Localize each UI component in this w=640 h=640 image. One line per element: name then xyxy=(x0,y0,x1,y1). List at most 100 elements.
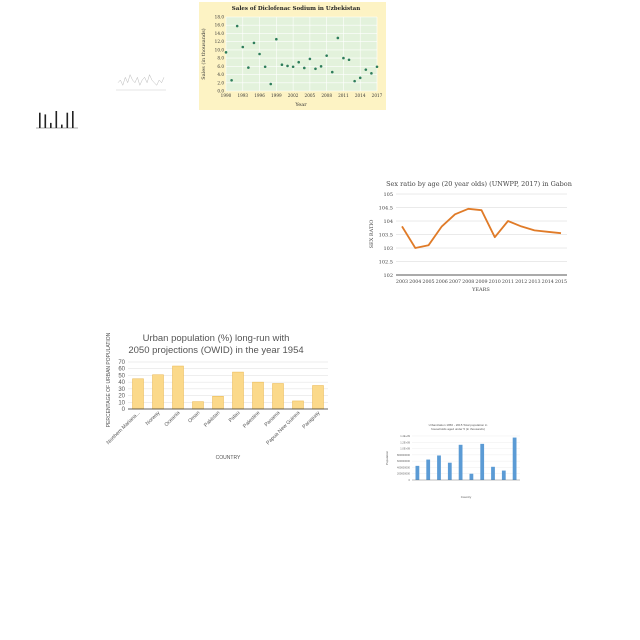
small-bar-y-tick-label: 200000000 xyxy=(397,472,411,476)
sales-point xyxy=(308,57,312,61)
sales-point xyxy=(269,82,273,86)
sales-point xyxy=(347,58,351,62)
urban-y-tick-label: 50 xyxy=(118,373,125,379)
urban-y-tick-label: 30 xyxy=(118,387,125,393)
sales-x-tick-label: 1993 xyxy=(237,93,248,98)
small-bar-y-tick-label: 1.2E+09 xyxy=(400,440,410,444)
sales-x-tick-label: 2011 xyxy=(338,93,349,98)
urban-bar xyxy=(132,378,144,410)
sales-y-tick-label: 2.0 xyxy=(217,80,224,85)
sales-point xyxy=(235,24,239,28)
sales-point xyxy=(258,52,261,56)
sales-y-tick-label: 8.0 xyxy=(217,56,224,61)
urban-bar xyxy=(192,401,204,410)
sexratio-y-ticks: 102 102.5 103 103.5 104 104.5 105 xyxy=(379,192,393,279)
sales-point xyxy=(325,54,328,57)
sexratio-x-tick-label: 2006 xyxy=(436,279,448,285)
urban-bar xyxy=(312,385,324,410)
sales-x-axis-label: Year xyxy=(294,102,307,108)
urban-x-tick-label: Oceania xyxy=(164,410,182,428)
sales-point xyxy=(297,60,301,64)
small-bar-bars xyxy=(415,437,517,480)
urban-y-tick-label: 10 xyxy=(118,400,125,406)
tiny-bar xyxy=(50,122,52,128)
sales-x-tick-label: 2005 xyxy=(305,93,316,98)
sales-point xyxy=(342,56,345,60)
sexratio-x-tick-label: 2009 xyxy=(475,279,487,285)
tiny-line-series xyxy=(117,73,165,87)
sexratio-x-tick-label: 2012 xyxy=(515,279,527,285)
sexratio-chart-title: Sex ratio by age (20 year olds) (UNWPP, … xyxy=(386,180,572,188)
tiny-bar-chart xyxy=(36,111,78,129)
sales-point xyxy=(263,65,267,69)
small-bar-bar xyxy=(415,465,420,480)
small-bar-bar xyxy=(491,466,495,480)
sales-point xyxy=(375,65,379,69)
sales-point xyxy=(286,64,289,68)
urban-y-axis-label: PERCENTAGE OF URBAN POPULATION xyxy=(106,332,112,427)
small-bar-bar xyxy=(469,473,474,480)
small-bar-y-tick-label: 800000000 xyxy=(397,453,411,457)
sales-x-tick-label: 2008 xyxy=(321,93,332,98)
sexratio-y-axis-label: SEX RATIO xyxy=(369,220,375,249)
sexratio-grid xyxy=(396,193,567,276)
small-bar-bar xyxy=(437,455,441,480)
urban-chart-title-line2: 2050 projections (OWID) in the year 1954 xyxy=(128,345,303,356)
sexratio-x-tick-label: 2015 xyxy=(555,279,567,285)
sales-grid xyxy=(225,16,378,92)
sales-y-tick-label: 0.0 xyxy=(217,89,224,94)
sales-y-tick-label: 12.0 xyxy=(215,39,225,44)
sales-y-ticks: 0.0 2.0 4.0 6.0 8.0 10.0 12.0 14.0 16.0 18.0 xyxy=(215,15,225,94)
tiny-bar-bars xyxy=(39,111,74,128)
tiny-bar xyxy=(66,112,69,128)
sexratio-x-tick-label: 2008 xyxy=(462,279,474,285)
sales-y-tick-label: 10.0 xyxy=(215,47,225,52)
sales-point xyxy=(353,79,356,83)
urban-y-tick-label: 40 xyxy=(118,380,125,386)
sales-x-tick-label: 2017 xyxy=(372,93,383,98)
sales-x-tick-label: 1990 xyxy=(221,93,232,98)
sexratio-x-tick-label: 2004 xyxy=(409,279,421,285)
small-bar-bar xyxy=(458,444,463,480)
urban-y-tick-label: 0 xyxy=(122,407,126,413)
sales-point xyxy=(314,67,317,71)
sales-point xyxy=(330,70,334,74)
small-bar-bar xyxy=(512,437,517,480)
sales-scatter-chart: Sales of Diclofenac Sodium in Uzbekistan… xyxy=(199,2,386,110)
small-bar-y-tick-label: 600000000 xyxy=(397,459,411,463)
urban-bar-chart: Urban population (%) long-run with 2050 … xyxy=(106,332,328,461)
small-bar-x-axis-label: Country xyxy=(461,495,472,499)
urban-bar xyxy=(292,400,304,410)
urban-x-tick-label: Paraguay xyxy=(301,410,321,430)
small-bar-bar xyxy=(480,443,485,480)
sexratio-y-tick-label: 103 xyxy=(383,246,393,252)
small-bar-bar xyxy=(426,459,431,480)
small-bar-bar xyxy=(501,470,506,480)
sales-point xyxy=(241,45,245,49)
urban-bar xyxy=(232,371,244,410)
sexratio-x-tick-label: 2013 xyxy=(528,279,540,285)
sexratio-x-tick-label: 2007 xyxy=(449,279,461,285)
tiny-line-path xyxy=(117,73,165,87)
urban-x-ticks: Northern Mariana... Norway Oceania Oman Paki… xyxy=(106,410,322,446)
sales-point xyxy=(291,65,295,69)
urban-x-tick-label: Oman xyxy=(187,410,201,424)
sales-plot-area xyxy=(226,17,377,91)
sexratio-line xyxy=(401,207,562,249)
sales-points xyxy=(224,24,379,86)
sales-point xyxy=(275,37,278,41)
sales-x-tick-label: 2002 xyxy=(288,93,299,98)
urban-bar xyxy=(212,395,224,410)
tiny-line-chart xyxy=(116,73,166,91)
urban-y-tick-label: 60 xyxy=(118,367,125,373)
sales-y-tick-label: 4.0 xyxy=(217,72,224,77)
sales-point xyxy=(280,63,284,66)
sales-y-tick-label: 18.0 xyxy=(215,15,225,20)
urban-x-tick-label: Norway xyxy=(145,410,162,427)
urban-bars xyxy=(132,365,324,410)
small-bar-y-tick-label: 0 xyxy=(409,478,411,482)
sexratio-y-tick-label: 102.5 xyxy=(379,259,393,265)
sales-point xyxy=(364,68,368,71)
urban-bar xyxy=(172,365,184,410)
